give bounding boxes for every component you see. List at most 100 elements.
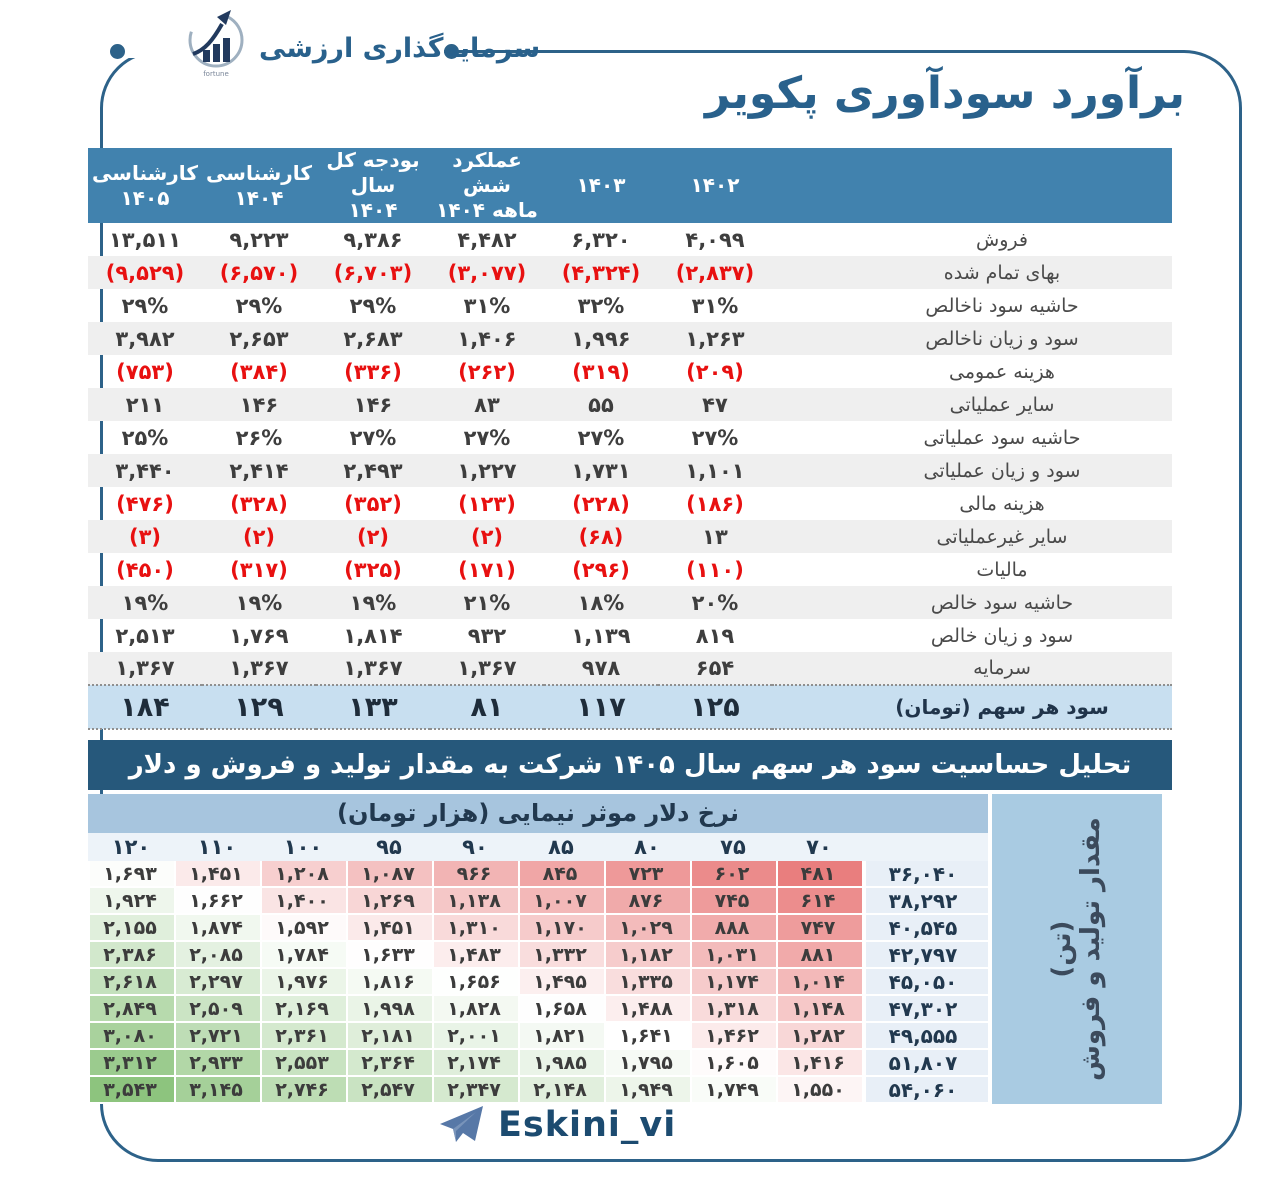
matrix-value-cell: ۴۸۱ <box>776 861 862 888</box>
income-value-cell: (۷۵۳) <box>116 359 174 384</box>
income-value-cell: ۱,۴۰۶ <box>430 322 544 355</box>
income-value-cell: ۴,۰۹۹ <box>685 227 745 252</box>
dollar-rate-header: ۷۵ <box>690 833 776 861</box>
telegram-handle[interactable]: Eskini_vi <box>498 1105 677 1145</box>
income-value-cell: ۳۲% <box>577 293 625 318</box>
sensitivity-matrix-table: ۷۰ ۷۵ ۸۰ ۸۵ ۹۰ ۹۵ ۱۰۰ ۱۱۰ ۱۲۰ ۳۶,۰۴۰ ۴۸۱ ۶۰۲ ۷۲۳ ۸۴۵… <box>88 833 988 1104</box>
income-row: حاشیه سود ناخالص ۳۱% ۳۲% ۳۱% ۲۹% ۲۹% ۲۹% <box>88 289 1172 322</box>
matrix-value-cell: ۲,۰۰۱ <box>432 1023 518 1050</box>
income-value-cell: ۲۰% <box>658 586 772 619</box>
matrix-value-cell: ۱,۳۳۵ <box>604 969 690 996</box>
income-value-cell: (۳) <box>88 520 202 553</box>
matrix-value-cell: ۱,۳۱۰ <box>432 915 518 942</box>
matrix-value-cell: ۱,۱۸۲ <box>604 942 690 969</box>
dollar-rate-header: ۷۰ <box>776 833 862 861</box>
income-table-header: ۱۴۰۲ ۱۴۰۳ عملکرد شش ماهه ۱۴۰۴ بودجه کل سال … <box>88 148 1172 223</box>
page-title: برآورد سودآوری پکویر <box>705 68 1185 119</box>
income-value-cell: ۱,۳۶۷ <box>430 652 544 685</box>
income-value-cell: ۲۷% <box>691 425 739 450</box>
income-row: سود و زیان خالص ۸۱۹ ۱,۱۳۹ ۹۳۲ ۱,۸۱۴ ۱,۷۶۹ ۲,۵۱… <box>88 619 1172 652</box>
income-value-cell: ۲۷% <box>349 425 397 450</box>
matrix-value-cell: ۱,۴۹۵ <box>518 969 604 996</box>
income-value-cell: ۱۹% <box>316 586 430 619</box>
sensitivity-axis-title: نرخ دلار موثر نیمایی (هزار تومان) <box>88 794 988 833</box>
matrix-value-cell: ۸۴۵ <box>518 861 604 888</box>
matrix-value-cell: ۱,۶۵۶ <box>432 969 518 996</box>
income-value-cell: (۶,۵۷۰) <box>202 256 316 289</box>
income-value-cell: (۱۲۳) <box>458 491 516 516</box>
dollar-rate-header: ۱۲۰ <box>88 833 174 861</box>
income-value-cell: (۴۷۶) <box>116 491 174 516</box>
income-value-cell: ۱,۳۶۷ <box>316 652 430 685</box>
income-statement-table: ۱۴۰۲ ۱۴۰۳ عملکرد شش ماهه ۱۴۰۴ بودجه کل سال … <box>88 148 1172 730</box>
income-header-col: کارشناسی ۱۴۰۵ <box>88 148 202 223</box>
income-row: فروش ۴,۰۹۹ ۶,۳۲۰ ۴,۴۸۲ ۹,۳۸۶ ۹,۲۲۳ ۱۳,۵۱۱ <box>88 223 1172 256</box>
income-row: بهای تمام شده (۲,۸۳۷) (۴,۳۲۴) (۳,۰۷۷) (۶,۷۰۳… <box>88 256 1172 289</box>
matrix-value-cell: ۱,۶۹۳ <box>88 861 174 888</box>
income-value-cell: ۲۷% <box>463 425 511 450</box>
income-value-cell: (۲) <box>316 520 430 553</box>
matrix-row: ۴۰,۵۴۵ ۷۴۷ ۸۸۸ ۱,۰۲۹ ۱,۱۷۰ ۱,۳۱۰ ۱,۴۵۱ ۱,۵۹۲ ۱,۸… <box>88 915 988 942</box>
production-cell: ۳۶,۰۴۰ <box>862 861 988 888</box>
matrix-value-cell: ۳,۳۱۲ <box>88 1050 174 1077</box>
income-value-cell: (۴,۳۲۴) <box>544 256 658 289</box>
income-value-cell: ۱۸% <box>544 586 658 619</box>
income-value-cell: ۱,۷۶۹ <box>229 623 289 648</box>
eps-value-cell: ۱۲۵ <box>658 684 772 730</box>
matrix-value-cell: ۲,۷۲۱ <box>174 1023 260 1050</box>
income-value-cell: (۳۲۸) <box>230 491 288 516</box>
matrix-value-cell: ۲,۵۴۷ <box>346 1077 432 1104</box>
income-row-label: سرمایه <box>772 652 1172 685</box>
income-value-cell: ۱,۳۶۷ <box>88 652 202 685</box>
matrix-value-cell: ۱,۸۱۶ <box>346 969 432 996</box>
income-value-cell: ۲۹% <box>235 293 283 318</box>
income-value-cell: ۴۷ <box>658 388 772 421</box>
income-row-label: مالیات <box>976 558 1028 581</box>
production-cell: ۴۵,۰۵۰ <box>862 969 988 996</box>
income-value-cell: ۵۵ <box>544 388 658 421</box>
frame-dot-left <box>110 44 125 59</box>
income-value-cell: (۲۲۸) <box>572 491 630 516</box>
income-value-cell: ۶,۳۲۰ <box>571 227 631 252</box>
income-row-label: حاشیه سود عملیاتی <box>923 426 1081 449</box>
income-table-body: فروش ۴,۰۹۹ ۶,۳۲۰ ۴,۴۸۲ ۹,۳۸۶ ۹,۲۲۳ ۱۳,۵۱۱ بهای … <box>88 223 1172 730</box>
matrix-value-cell: ۱,۴۰۰ <box>260 888 346 915</box>
matrix-value-cell: ۱,۸۷۴ <box>174 915 260 942</box>
dollar-rate-header: ۱۰۰ <box>260 833 346 861</box>
dollar-rate-header: ۹۰ <box>432 833 518 861</box>
matrix-value-cell: ۱,۳۳۲ <box>518 942 604 969</box>
matrix-value-cell: ۲,۳۶۱ <box>260 1023 346 1050</box>
income-value-cell: ۳,۹۸۲ <box>88 322 202 355</box>
income-row: سایر عملیاتی ۴۷ ۵۵ ۸۳ ۱۴۶ ۱۴۶ ۲۱۱ <box>88 388 1172 421</box>
matrix-value-cell: ۲,۳۸۶ <box>88 942 174 969</box>
matrix-value-cell: ۲,۱۴۸ <box>518 1077 604 1104</box>
matrix-value-cell: ۲,۵۰۹ <box>174 996 260 1023</box>
income-row: سایر غیرعملیاتی ۱۳ (۶۸) (۲) (۲) (۲) (۳) <box>88 520 1172 553</box>
matrix-value-cell: ۱,۷۴۹ <box>690 1077 776 1104</box>
income-value-cell: ۲۹% <box>121 293 169 318</box>
income-value-cell: ۲,۴۹۳ <box>316 454 430 487</box>
income-row: هزینه مالی (۱۸۶) (۲۲۸) (۱۲۳) (۳۵۲) (۳۲۸) (۴۷۶) <box>88 487 1172 520</box>
income-row-label: سایر غیرعملیاتی <box>772 520 1172 553</box>
matrix-value-cell: ۲,۵۵۳ <box>260 1050 346 1077</box>
income-value-cell: ۹۳۲ <box>467 623 507 648</box>
income-value-cell: ۱,۳۶۷ <box>202 652 316 685</box>
production-cell: ۳۸,۲۹۲ <box>862 888 988 915</box>
income-value-cell: ۳,۴۴۰ <box>88 454 202 487</box>
matrix-value-cell: ۱,۶۴۱ <box>604 1023 690 1050</box>
income-value-cell: ۲,۴۱۴ <box>202 454 316 487</box>
income-value-cell: ۲,۵۱۳ <box>115 623 175 648</box>
income-value-cell: (۲۹۶) <box>572 557 630 582</box>
income-value-cell: (۱۷۱) <box>458 557 516 582</box>
dollar-rate-header: ۱۱۰ <box>174 833 260 861</box>
matrix-value-cell: ۱,۲۶۹ <box>346 888 432 915</box>
matrix-value-cell: ۱,۵۹۲ <box>260 915 346 942</box>
income-value-cell: ۳۱% <box>463 293 511 318</box>
income-value-cell: ۱,۲۶۳ <box>658 322 772 355</box>
matrix-row: ۳۸,۲۹۲ ۶۱۴ ۷۴۵ ۸۷۶ ۱,۰۰۷ ۱,۱۳۸ ۱,۲۶۹ ۱,۴۰۰ ۱,۶۶۲… <box>88 888 988 915</box>
matrix-value-cell: ۷۲۳ <box>604 861 690 888</box>
matrix-value-cell: ۲,۰۸۵ <box>174 942 260 969</box>
brand-name: سرمایه‌گذاری ارزشی <box>259 32 541 64</box>
matrix-row: ۵۴,۰۶۰ ۱,۵۵۰ ۱,۷۴۹ ۱,۹۴۹ ۲,۱۴۸ ۲,۳۴۷ ۲,۵۴۷ ۲,۷۴… <box>88 1077 988 1104</box>
row-axis-label-unit: (تن) <box>1046 920 1077 978</box>
